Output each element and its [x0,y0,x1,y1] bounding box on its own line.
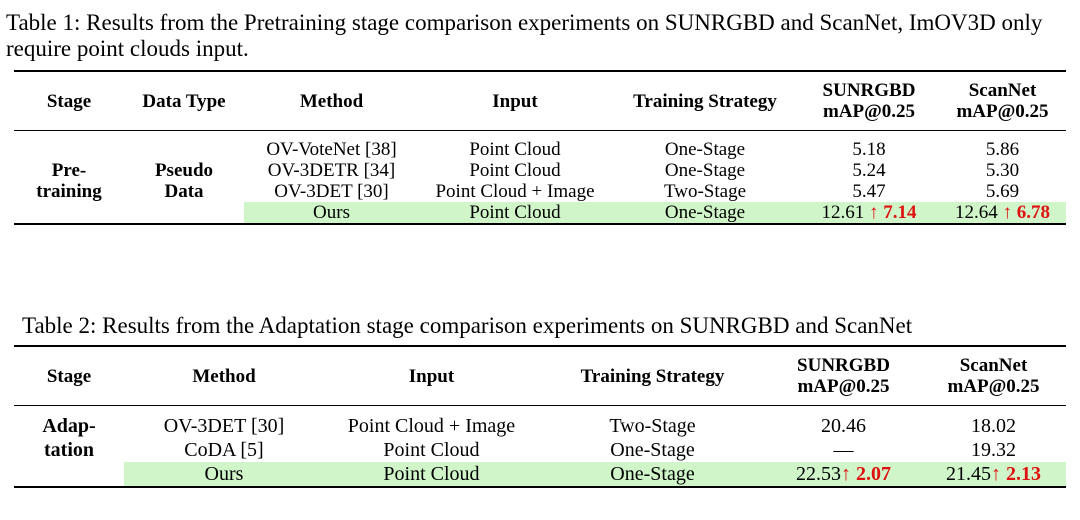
strategy-cell: One-Stage [611,202,799,224]
table-row: Pre-training Pseudo Data OV-VoteNet [38] … [14,139,1066,202]
table-row: Adap-tation OV-3DET [30] Point Cloud + I… [14,414,1066,461]
header-method: Method [299,90,364,112]
strategy-cell: Two-Stage [609,415,696,437]
method-cell: OV-3DET [30] [163,415,285,437]
scannet-cell: 19.32 [971,439,1016,461]
table-row: OV-3DET [30] Point Cloud + Image Two-Sta… [14,181,1066,202]
gain-value: ↑ 6.78 [1002,202,1051,223]
method-cell: Ours [124,462,324,487]
strategy-cell: Two-Stage [663,181,747,202]
table1-caption: Table 1: Results from the Pretraining st… [6,10,1043,61]
sunrgbd-cell: 20.46 [821,415,866,437]
table-row: CoDA [5] Point Cloud One-Stage — 19.32 [14,438,1066,462]
sunrgbd-cell: 5.24 [852,160,886,181]
header-training-strategy: Training Strategy [633,90,777,112]
scannet-cell: 12.64 ↑ 6.78 [939,202,1066,224]
header-sunrgbd: SUNRGBD mAP@0.25 [797,355,890,397]
sunrgbd-cell: — [833,439,854,461]
strategy-cell: One-Stage [664,139,746,160]
stage-cell: Adap-tation [42,415,96,461]
method-cell: OV-3DET [30] [274,181,389,202]
table1: Stage Data Type Method Input Training St… [14,70,1066,225]
header-data-type: Data Type [142,90,226,112]
scannet-cell: 18.02 [971,415,1016,437]
strategy-cell: One-Stage [539,462,766,487]
input-cell: Point Cloud [419,202,611,224]
table-row: OV-3DETR [34] Point Cloud One-Stage 5.24… [14,160,1066,181]
sunrgbd-cell: 12.61 ↑ 7.14 [799,202,939,224]
sunrgbd-cell: 22.53↑ 2.07 [766,462,921,487]
table2: Stage Method Input Training Strategy SUN… [14,345,1066,488]
ours-row: Ours Point Cloud One-Stage 12.61 ↑ 7.14 … [14,202,1066,224]
scannet-cell: 5.69 [985,181,1020,202]
strategy-cell: One-Stage [664,160,746,181]
sunrgbd-cell: 5.18 [852,139,886,160]
input-cell: Point Cloud [469,139,561,160]
table2-caption: Table 2: Results from the Adaptation sta… [22,313,913,338]
method-cell: CoDA [5] [184,439,264,461]
header-method: Method [192,365,256,387]
method-cell: OV-3DETR [34] [267,160,396,181]
header-sunrgbd: SUNRGBD mAP@0.25 [822,80,916,122]
scannet-cell: 21.45↑ 2.13 [921,462,1066,487]
input-cell: Point Cloud + Image [347,415,516,437]
input-cell: Point Cloud [383,439,480,461]
table1-header-row: Stage Data Type Method Input Training St… [14,71,1066,131]
header-training-strategy: Training Strategy [580,365,725,387]
sunrgbd-cell: 5.47 [852,181,886,202]
header-scannet: ScanNet mAP@0.25 [947,355,1040,397]
gain-value: ↑ 2.07 [841,463,891,485]
stage-cell: Pre-training [36,160,102,202]
data-type-cell: Pseudo Data [154,160,214,202]
ours-row: Ours Point Cloud One-Stage 22.53↑ 2.07 2… [14,462,1066,487]
header-stage: Stage [46,365,92,387]
header-input: Input [492,90,538,112]
method-cell: Ours [244,202,419,224]
input-cell: Point Cloud [469,160,561,181]
method-cell: OV-VoteNet [38] [266,139,397,160]
header-stage: Stage [46,90,92,112]
header-input: Input [408,365,455,387]
gain-value: ↑ 2.13 [991,463,1041,485]
strategy-cell: One-Stage [610,439,695,461]
scannet-cell: 5.30 [985,160,1020,181]
input-cell: Point Cloud + Image [435,181,595,202]
scannet-cell: 5.86 [985,139,1020,160]
gain-value: ↑ 7.14 [869,202,917,223]
header-scannet: ScanNet mAP@0.25 [956,80,1049,122]
input-cell: Point Cloud [324,462,539,487]
table2-header-row: Stage Method Input Training Strategy SUN… [14,346,1066,406]
